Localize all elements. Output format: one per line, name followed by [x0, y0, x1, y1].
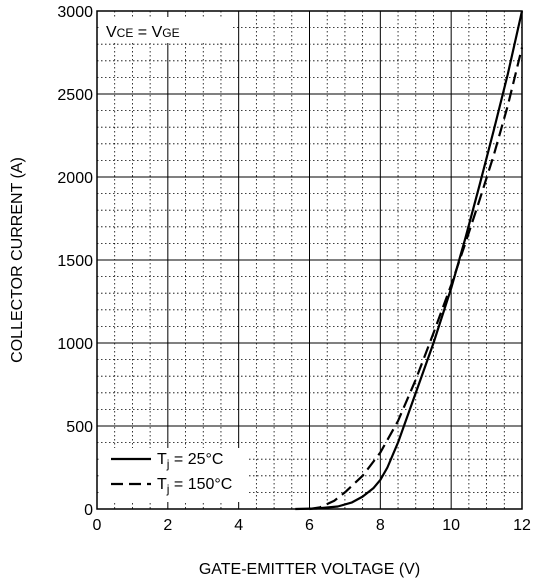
- x-tick-label: 2: [163, 517, 172, 534]
- x-tick-label: 8: [376, 517, 385, 534]
- x-tick-label: 0: [93, 517, 102, 534]
- annotation-part: CE: [117, 26, 134, 40]
- x-tick-label: 4: [234, 517, 243, 534]
- x-tick-label: 6: [305, 517, 314, 534]
- y-tick-label: 0: [84, 502, 93, 519]
- x-tick-label: 10: [442, 517, 460, 534]
- annotation-text: VCE = VGE: [106, 24, 180, 41]
- condition-annotation: VCE = VGE: [101, 17, 233, 43]
- legend-background: [101, 448, 249, 502]
- y-tick-label: 2500: [57, 87, 93, 104]
- legend-label-25c: Tj = 25°C: [157, 451, 223, 471]
- y-tick-label: 1500: [57, 253, 93, 270]
- x-tick-label: 12: [513, 517, 531, 534]
- y-axis-title: COLLECTOR CURRENT (A): [9, 157, 26, 363]
- legend-label-150c: Tj = 150°C: [157, 476, 232, 496]
- x-axis-title: GATE-EMITTER VOLTAGE (V): [199, 561, 420, 578]
- major-grid: [97, 11, 522, 509]
- legend-label-part: T: [157, 476, 167, 493]
- y-tick-label: 500: [66, 419, 93, 436]
- annotation-part: V: [106, 24, 117, 41]
- y-tick-label: 2000: [57, 170, 93, 187]
- legend-label-part: T: [157, 451, 167, 468]
- y-tick-label: 3000: [57, 4, 93, 21]
- legend-label-part: = 150°C: [169, 476, 232, 493]
- x-tick-labels: 0 2 4 6 8 10 12: [93, 517, 531, 534]
- legend: Tj = 25°C Tj = 150°C: [101, 448, 249, 502]
- series-line-150c: [309, 47, 524, 511]
- y-tick-label: 1000: [57, 336, 93, 353]
- series-line-25c: [295, 10, 524, 511]
- annotation-background: [101, 17, 233, 43]
- legend-label-sub: j: [166, 457, 170, 471]
- annotation-part: = V: [133, 24, 162, 41]
- y-tick-labels: 0 500 1000 1500 2000 2500 3000: [57, 4, 93, 519]
- series-layer: [295, 10, 524, 511]
- plot-frame: [96, 10, 523, 510]
- legend-label-sub: j: [166, 482, 170, 496]
- legend-label-part: = 25°C: [169, 451, 223, 468]
- annotation-part: GE: [162, 26, 179, 40]
